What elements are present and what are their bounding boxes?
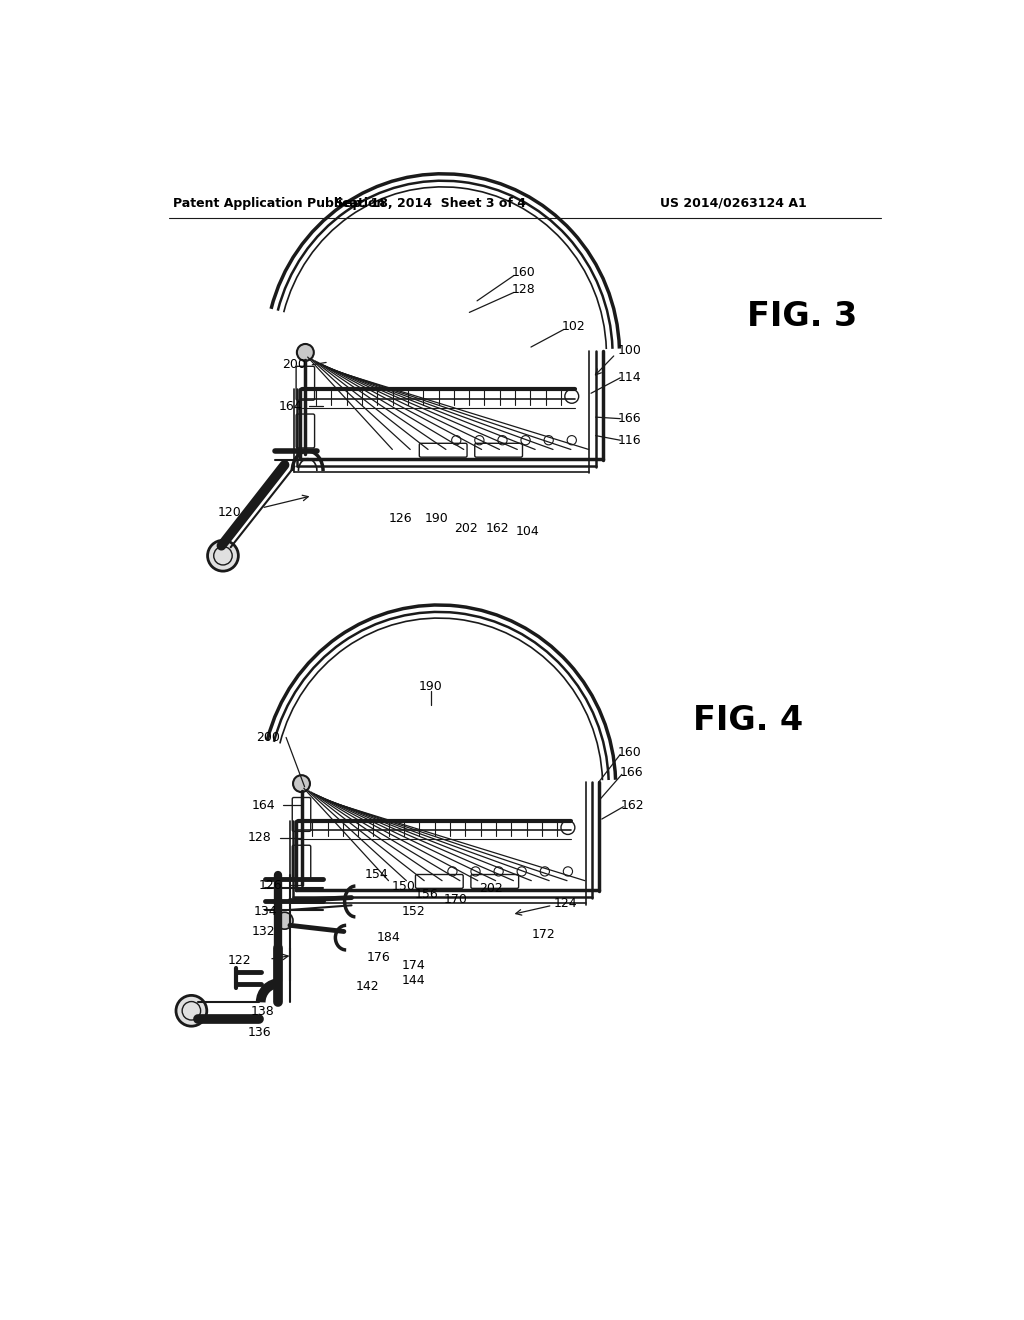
Text: 104: 104 xyxy=(516,524,540,537)
Text: 160: 160 xyxy=(617,746,641,759)
Text: 126: 126 xyxy=(388,512,412,525)
Text: US 2014/0263124 A1: US 2014/0263124 A1 xyxy=(660,197,807,210)
Text: 154: 154 xyxy=(366,869,389,880)
Text: 102: 102 xyxy=(561,319,585,333)
Text: 164: 164 xyxy=(279,400,302,413)
Text: 160: 160 xyxy=(511,265,536,279)
Text: 202: 202 xyxy=(454,521,477,535)
Text: 142: 142 xyxy=(356,981,380,994)
Text: 122: 122 xyxy=(228,954,252,968)
Text: 100: 100 xyxy=(617,345,641,358)
Text: 174: 174 xyxy=(402,958,426,972)
Text: Sep. 18, 2014  Sheet 3 of 4: Sep. 18, 2014 Sheet 3 of 4 xyxy=(336,197,526,210)
Text: 166: 166 xyxy=(620,767,643,779)
Text: 202: 202 xyxy=(479,882,503,895)
Text: 136: 136 xyxy=(248,1026,271,1039)
Text: 184: 184 xyxy=(377,931,400,944)
Text: Patent Application Publication: Patent Application Publication xyxy=(173,197,385,210)
Text: 164: 164 xyxy=(251,799,274,812)
Text: 144: 144 xyxy=(402,974,426,987)
Circle shape xyxy=(293,775,310,792)
Text: 162: 162 xyxy=(621,799,644,812)
Text: 114: 114 xyxy=(617,371,641,384)
Text: 132: 132 xyxy=(251,925,274,939)
Text: 150: 150 xyxy=(392,879,416,892)
Circle shape xyxy=(297,345,313,360)
Circle shape xyxy=(208,540,239,572)
Text: 162: 162 xyxy=(485,521,509,535)
Text: 128: 128 xyxy=(248,832,271,843)
Text: 116: 116 xyxy=(617,434,641,446)
Text: 172: 172 xyxy=(531,928,555,941)
Text: 128: 128 xyxy=(511,282,536,296)
Text: FIG. 3: FIG. 3 xyxy=(746,300,857,333)
Text: 120: 120 xyxy=(217,506,241,519)
Text: 200: 200 xyxy=(282,358,306,371)
Text: 176: 176 xyxy=(367,952,390,964)
Text: 156: 156 xyxy=(415,888,439,902)
Text: 190: 190 xyxy=(419,680,442,693)
Circle shape xyxy=(176,995,207,1026)
Text: 170: 170 xyxy=(443,892,467,906)
Text: 152: 152 xyxy=(402,906,426,917)
Text: 126: 126 xyxy=(259,879,283,892)
Text: 166: 166 xyxy=(617,412,641,425)
Text: 200: 200 xyxy=(256,731,280,744)
Text: FIG. 4: FIG. 4 xyxy=(692,704,803,737)
Text: 190: 190 xyxy=(425,512,449,525)
Text: 138: 138 xyxy=(251,1005,274,1018)
Text: 124: 124 xyxy=(554,898,578,911)
Text: 134: 134 xyxy=(254,906,278,917)
Circle shape xyxy=(276,912,293,929)
